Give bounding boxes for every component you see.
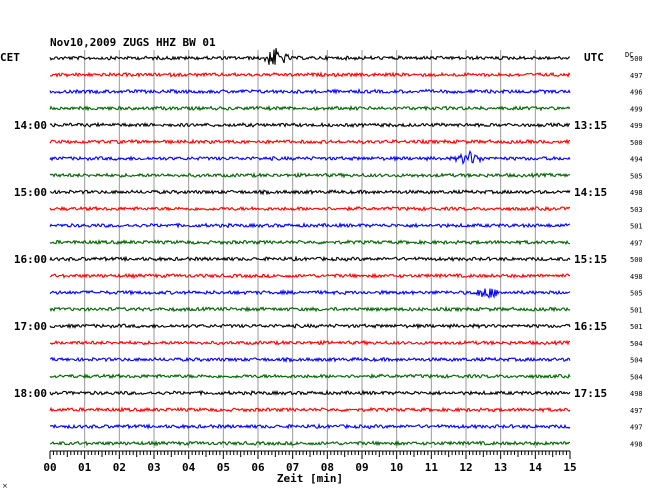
x-tick-label: 14 bbox=[529, 461, 543, 474]
trace-11 bbox=[49, 238, 571, 246]
cet-hour-label: 14:00 bbox=[14, 119, 47, 132]
footer-mark: × bbox=[2, 482, 8, 490]
utc-hour-label: 16:15 bbox=[574, 320, 607, 333]
trace-4 bbox=[49, 121, 571, 129]
x-axis-label: Zeit [min] bbox=[277, 472, 343, 485]
cet-hour-label: 17:00 bbox=[14, 320, 47, 333]
x-tick-label: 06 bbox=[251, 461, 265, 474]
trace-17 bbox=[49, 339, 571, 347]
right-axis-label: UTC bbox=[584, 51, 604, 64]
utc-hour-labels: 13:15 14:15 15:15 16:15 17:15 bbox=[574, 119, 607, 400]
dc-offset-label: 500 bbox=[630, 139, 643, 147]
dc-offset-label: 505 bbox=[630, 290, 643, 298]
minute-gridlines bbox=[84, 50, 536, 448]
x-tick-label: 09 bbox=[355, 461, 368, 474]
x-tick-label: 08 bbox=[321, 461, 334, 474]
trace-8 bbox=[49, 189, 571, 196]
trace-1 bbox=[49, 71, 571, 78]
x-tick-label: 12 bbox=[459, 461, 472, 474]
dc-offset-label: 498 bbox=[630, 390, 643, 398]
dc-offset-label: 501 bbox=[630, 306, 643, 314]
trace-23 bbox=[49, 440, 571, 447]
x-tick-label: 05 bbox=[217, 461, 230, 474]
dc-offset-label: 501 bbox=[630, 323, 643, 331]
dc-offset-label: 498 bbox=[630, 440, 643, 448]
dc-offset-label: 504 bbox=[630, 373, 643, 381]
trace-14 bbox=[49, 288, 571, 299]
dc-label: DC bbox=[625, 51, 633, 59]
x-tick-label: 02 bbox=[113, 461, 126, 474]
utc-hour-label: 14:15 bbox=[574, 186, 607, 199]
dc-offset-label: 500 bbox=[630, 256, 643, 264]
utc-hour-label: 15:15 bbox=[574, 253, 607, 266]
dc-offset-label: 504 bbox=[630, 357, 643, 365]
dc-offset-label: 497 bbox=[630, 239, 643, 247]
dc-offset-label: 505 bbox=[630, 172, 643, 180]
utc-hour-label: 17:15 bbox=[574, 387, 607, 400]
dc-offset-label: 496 bbox=[630, 89, 643, 97]
trace-10 bbox=[49, 222, 571, 229]
dc-offset-label: 497 bbox=[630, 407, 643, 415]
trace-6 bbox=[49, 149, 571, 165]
x-tick-label: 15 bbox=[563, 461, 576, 474]
left-axis-label: CET bbox=[0, 51, 20, 64]
dc-offset-label: 497 bbox=[630, 72, 643, 80]
x-tick-label: 00 bbox=[43, 461, 56, 474]
trace-7 bbox=[49, 171, 571, 179]
trace-13 bbox=[49, 272, 571, 280]
trace-22 bbox=[49, 422, 571, 430]
trace-18 bbox=[49, 356, 571, 363]
trace-3 bbox=[49, 104, 571, 112]
trace-9 bbox=[49, 205, 571, 212]
cet-hour-label: 15:00 bbox=[14, 186, 47, 199]
dc-offset-label: 499 bbox=[630, 105, 643, 113]
dc-offset-label: 497 bbox=[630, 424, 643, 432]
dc-offset-label: 504 bbox=[630, 340, 643, 348]
dc-offset-label: 499 bbox=[630, 122, 643, 130]
x-tick-label: 11 bbox=[425, 461, 439, 474]
trace-5 bbox=[49, 138, 571, 146]
utc-hour-label: 13:15 bbox=[574, 119, 607, 132]
x-axis: 00 01 02 03 04 05 06 07 08 09 10 11 12 13 14 15 bbox=[43, 450, 577, 474]
trace-12 bbox=[49, 255, 571, 263]
trace-19 bbox=[49, 373, 571, 380]
trace-15 bbox=[49, 305, 571, 313]
chart-title: Nov10,2009 ZUGS HHZ BW 01 bbox=[50, 36, 216, 49]
trace-2 bbox=[49, 87, 571, 95]
x-tick-label: 13 bbox=[494, 461, 507, 474]
dc-offset-label: 501 bbox=[630, 223, 643, 231]
trace-20 bbox=[49, 389, 571, 397]
dc-offset-labels: 500 497 496 499 499 500 494 505 498 503 501 497 500 4… bbox=[630, 55, 643, 448]
x-tick-label: 07 bbox=[286, 461, 299, 474]
x-tick-label: 10 bbox=[390, 461, 403, 474]
trace-21 bbox=[49, 406, 571, 414]
trace-0 bbox=[49, 48, 571, 65]
dc-offset-label: 498 bbox=[630, 273, 643, 281]
x-tick-label: 03 bbox=[147, 461, 160, 474]
dc-offset-label: 498 bbox=[630, 189, 643, 197]
x-tick-label: 04 bbox=[182, 461, 196, 474]
dc-offset-label: 503 bbox=[630, 206, 643, 214]
trace-group bbox=[49, 48, 571, 447]
dc-offset-label: 500 bbox=[630, 55, 643, 63]
x-tick-label: 01 bbox=[78, 461, 92, 474]
cet-hour-label: 16:00 bbox=[14, 253, 47, 266]
trace-16 bbox=[49, 322, 571, 330]
cet-hour-labels: 14:00 15:00 16:00 17:00 18:00 bbox=[14, 119, 47, 400]
dc-offset-label: 494 bbox=[630, 156, 643, 164]
cet-hour-label: 18:00 bbox=[14, 387, 47, 400]
